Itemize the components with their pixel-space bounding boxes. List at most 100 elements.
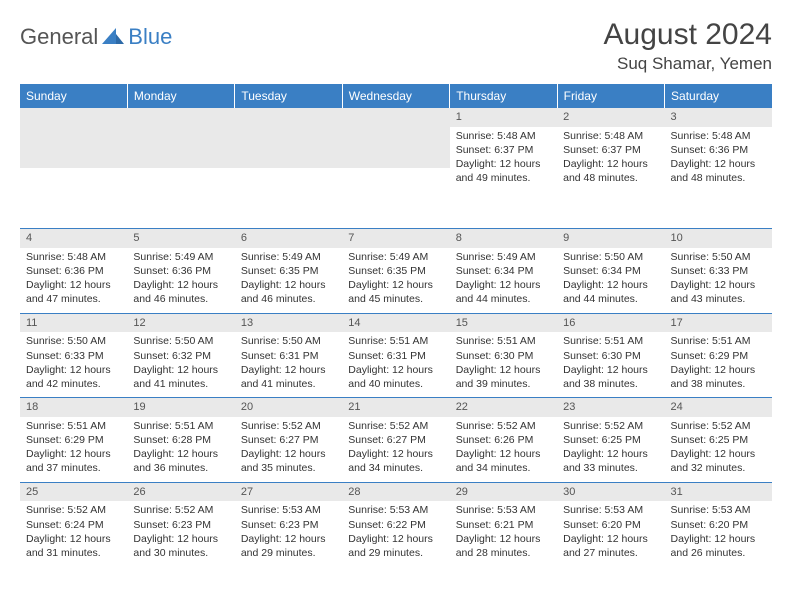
- calendar-cell: 20Sunrise: 5:52 AMSunset: 6:27 PMDayligh…: [235, 398, 342, 483]
- day-body: Sunrise: 5:50 AMSunset: 6:31 PMDaylight:…: [235, 332, 342, 397]
- calendar-cell: 18Sunrise: 5:51 AMSunset: 6:29 PMDayligh…: [20, 398, 127, 483]
- day-number: 14: [342, 314, 449, 333]
- sunset-text: Sunset: 6:20 PM: [671, 518, 766, 532]
- sunrise-text: Sunrise: 5:51 AM: [133, 419, 228, 433]
- day-number: 8: [450, 229, 557, 248]
- sunrise-text: Sunrise: 5:49 AM: [241, 250, 336, 264]
- daylight-text: Daylight: 12 hours and 26 minutes.: [671, 532, 766, 560]
- day-number: 24: [665, 398, 772, 417]
- day-number: 1: [450, 108, 557, 127]
- day-number: [127, 108, 234, 168]
- sunrise-text: Sunrise: 5:53 AM: [241, 503, 336, 517]
- calendar-cell: 15Sunrise: 5:51 AMSunset: 6:30 PMDayligh…: [450, 313, 557, 398]
- logo-text-general: General: [20, 24, 98, 50]
- daylight-text: Daylight: 12 hours and 40 minutes.: [348, 363, 443, 391]
- day-body: [342, 168, 449, 228]
- calendar-cell: 2Sunrise: 5:48 AMSunset: 6:37 PMDaylight…: [557, 108, 664, 229]
- daylight-text: Daylight: 12 hours and 41 minutes.: [241, 363, 336, 391]
- day-number: 9: [557, 229, 664, 248]
- day-number: 28: [342, 483, 449, 502]
- header: General Blue August 2024 Suq Shamar, Yem…: [20, 18, 772, 74]
- sunset-text: Sunset: 6:24 PM: [26, 518, 121, 532]
- day-body: Sunrise: 5:52 AMSunset: 6:23 PMDaylight:…: [127, 501, 234, 566]
- sunrise-text: Sunrise: 5:51 AM: [563, 334, 658, 348]
- calendar-head: Sunday Monday Tuesday Wednesday Thursday…: [20, 84, 772, 108]
- day-body: Sunrise: 5:51 AMSunset: 6:29 PMDaylight:…: [665, 332, 772, 397]
- calendar-cell: 4Sunrise: 5:48 AMSunset: 6:36 PMDaylight…: [20, 229, 127, 314]
- calendar-cell: 10Sunrise: 5:50 AMSunset: 6:33 PMDayligh…: [665, 229, 772, 314]
- sunrise-text: Sunrise: 5:52 AM: [348, 419, 443, 433]
- day-number: 13: [235, 314, 342, 333]
- calendar-cell: 26Sunrise: 5:52 AMSunset: 6:23 PMDayligh…: [127, 482, 234, 566]
- sunset-text: Sunset: 6:35 PM: [348, 264, 443, 278]
- calendar-row: 1Sunrise: 5:48 AMSunset: 6:37 PMDaylight…: [20, 108, 772, 229]
- day-body: Sunrise: 5:48 AMSunset: 6:36 PMDaylight:…: [665, 127, 772, 192]
- daylight-text: Daylight: 12 hours and 38 minutes.: [563, 363, 658, 391]
- daylight-text: Daylight: 12 hours and 30 minutes.: [133, 532, 228, 560]
- day-number: 22: [450, 398, 557, 417]
- logo: General Blue: [20, 24, 172, 50]
- calendar-cell: 25Sunrise: 5:52 AMSunset: 6:24 PMDayligh…: [20, 482, 127, 566]
- daylight-text: Daylight: 12 hours and 43 minutes.: [671, 278, 766, 306]
- sunset-text: Sunset: 6:23 PM: [241, 518, 336, 532]
- calendar-cell: 31Sunrise: 5:53 AMSunset: 6:20 PMDayligh…: [665, 482, 772, 566]
- calendar-cell: 12Sunrise: 5:50 AMSunset: 6:32 PMDayligh…: [127, 313, 234, 398]
- day-number: 26: [127, 483, 234, 502]
- calendar-cell: 11Sunrise: 5:50 AMSunset: 6:33 PMDayligh…: [20, 313, 127, 398]
- sunrise-text: Sunrise: 5:52 AM: [133, 503, 228, 517]
- calendar-cell: 6Sunrise: 5:49 AMSunset: 6:35 PMDaylight…: [235, 229, 342, 314]
- day-body: Sunrise: 5:51 AMSunset: 6:28 PMDaylight:…: [127, 417, 234, 482]
- sunrise-text: Sunrise: 5:49 AM: [133, 250, 228, 264]
- sunset-text: Sunset: 6:28 PM: [133, 433, 228, 447]
- daylight-text: Daylight: 12 hours and 48 minutes.: [671, 157, 766, 185]
- sunset-text: Sunset: 6:37 PM: [456, 143, 551, 157]
- day-number: 16: [557, 314, 664, 333]
- sunrise-text: Sunrise: 5:50 AM: [241, 334, 336, 348]
- day-number: 30: [557, 483, 664, 502]
- day-number: [342, 108, 449, 168]
- day-body: [20, 168, 127, 228]
- day-body: Sunrise: 5:48 AMSunset: 6:37 PMDaylight:…: [450, 127, 557, 192]
- sunrise-text: Sunrise: 5:53 AM: [671, 503, 766, 517]
- day-body: Sunrise: 5:50 AMSunset: 6:33 PMDaylight:…: [20, 332, 127, 397]
- calendar-cell: 24Sunrise: 5:52 AMSunset: 6:25 PMDayligh…: [665, 398, 772, 483]
- sunset-text: Sunset: 6:36 PM: [671, 143, 766, 157]
- calendar-cell: 17Sunrise: 5:51 AMSunset: 6:29 PMDayligh…: [665, 313, 772, 398]
- day-number: 11: [20, 314, 127, 333]
- sunset-text: Sunset: 6:25 PM: [671, 433, 766, 447]
- sunset-text: Sunset: 6:34 PM: [563, 264, 658, 278]
- sunrise-text: Sunrise: 5:48 AM: [671, 129, 766, 143]
- day-body: Sunrise: 5:52 AMSunset: 6:25 PMDaylight:…: [665, 417, 772, 482]
- calendar-cell: 8Sunrise: 5:49 AMSunset: 6:34 PMDaylight…: [450, 229, 557, 314]
- daylight-text: Daylight: 12 hours and 41 minutes.: [133, 363, 228, 391]
- daylight-text: Daylight: 12 hours and 32 minutes.: [671, 447, 766, 475]
- day-body: [235, 168, 342, 228]
- day-body: Sunrise: 5:52 AMSunset: 6:25 PMDaylight:…: [557, 417, 664, 482]
- calendar-cell: [235, 108, 342, 229]
- calendar-row: 11Sunrise: 5:50 AMSunset: 6:33 PMDayligh…: [20, 313, 772, 398]
- calendar-cell: 9Sunrise: 5:50 AMSunset: 6:34 PMDaylight…: [557, 229, 664, 314]
- calendar-row: 25Sunrise: 5:52 AMSunset: 6:24 PMDayligh…: [20, 482, 772, 566]
- dayheader-tue: Tuesday: [235, 84, 342, 108]
- day-body: Sunrise: 5:49 AMSunset: 6:35 PMDaylight:…: [342, 248, 449, 313]
- sunset-text: Sunset: 6:27 PM: [348, 433, 443, 447]
- dayheader-sat: Saturday: [665, 84, 772, 108]
- calendar-cell: 30Sunrise: 5:53 AMSunset: 6:20 PMDayligh…: [557, 482, 664, 566]
- day-number: 2: [557, 108, 664, 127]
- day-body: Sunrise: 5:52 AMSunset: 6:27 PMDaylight:…: [235, 417, 342, 482]
- calendar-cell: 14Sunrise: 5:51 AMSunset: 6:31 PMDayligh…: [342, 313, 449, 398]
- logo-text-blue: Blue: [128, 24, 172, 50]
- sunset-text: Sunset: 6:33 PM: [26, 349, 121, 363]
- sunrise-text: Sunrise: 5:52 AM: [671, 419, 766, 433]
- day-number: 17: [665, 314, 772, 333]
- day-body: Sunrise: 5:52 AMSunset: 6:24 PMDaylight:…: [20, 501, 127, 566]
- day-body: Sunrise: 5:49 AMSunset: 6:36 PMDaylight:…: [127, 248, 234, 313]
- daylight-text: Daylight: 12 hours and 31 minutes.: [26, 532, 121, 560]
- day-number: 18: [20, 398, 127, 417]
- day-body: Sunrise: 5:51 AMSunset: 6:30 PMDaylight:…: [557, 332, 664, 397]
- day-number: 19: [127, 398, 234, 417]
- daylight-text: Daylight: 12 hours and 45 minutes.: [348, 278, 443, 306]
- sunrise-text: Sunrise: 5:50 AM: [671, 250, 766, 264]
- day-number: 10: [665, 229, 772, 248]
- day-number: 20: [235, 398, 342, 417]
